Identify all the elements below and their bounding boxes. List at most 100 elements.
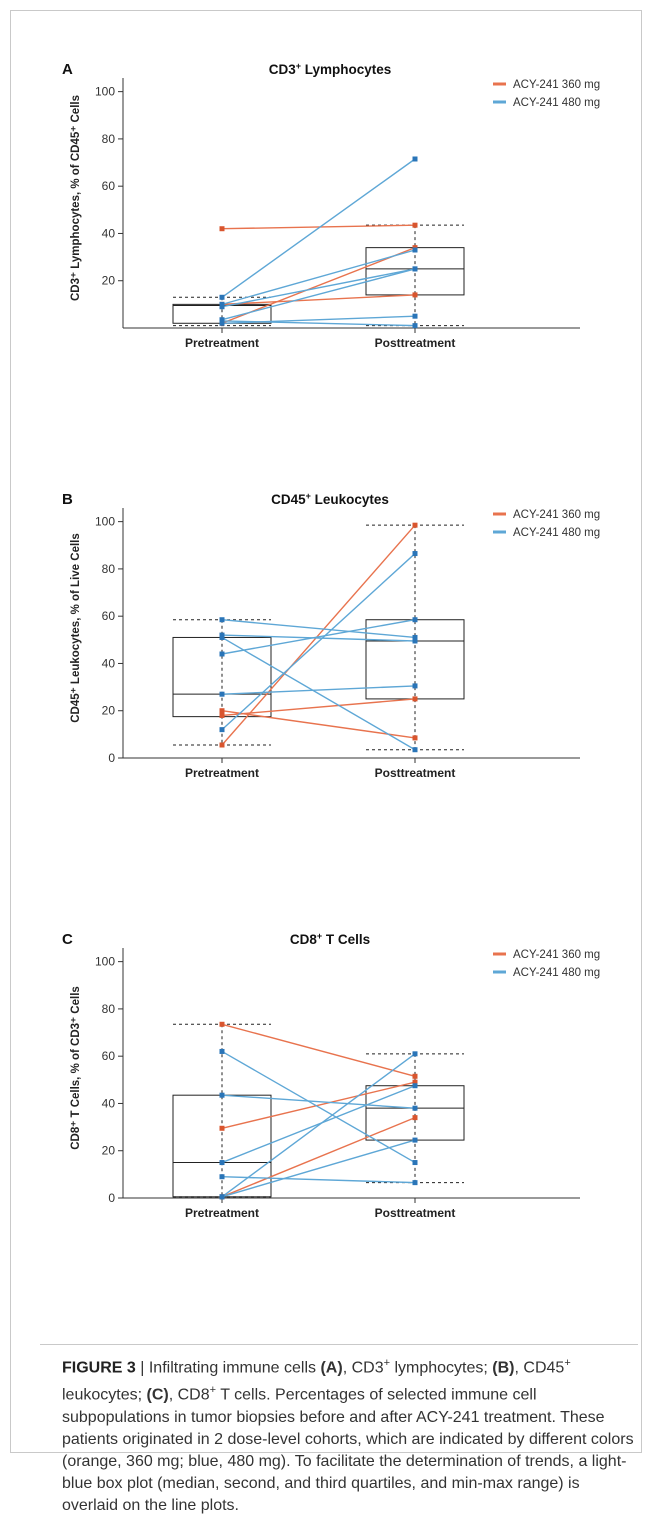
data-point-360 [219,226,225,232]
series-line-480 [221,553,416,731]
y-tick-label: 20 [102,1144,116,1158]
data-point-360 [219,1021,225,1027]
data-point-480 [219,304,225,310]
data-point-360 [219,712,225,718]
series-line-480 [221,1176,416,1184]
caption-text: , CD3 [342,1359,384,1377]
figure-frame [10,10,642,1453]
data-point-480 [219,1092,225,1098]
y-tick-label: 60 [102,1049,116,1063]
data-point-480 [412,156,418,162]
data-point-360 [219,742,225,748]
data-point-480 [412,1160,418,1166]
y-tick-label: 100 [95,515,115,529]
chart-title: CD45+ Leukocytes [271,491,389,507]
chart-title: CD8+ T Cells [290,931,370,947]
y-tick-label: 20 [102,274,116,288]
data-point-480 [219,318,225,324]
data-point-480 [219,691,225,697]
series-line-480 [221,268,416,321]
data-point-360 [412,292,418,298]
chart-title-rest: Lymphocytes [301,62,391,77]
y-tick-label: 40 [102,656,116,670]
series-line-480 [221,636,416,751]
series-line-480 [221,619,416,655]
legend-label: ACY-241 480 mg [513,967,600,979]
data-point-480 [219,294,225,300]
caption-superscript: + [383,1357,391,1369]
y-tick-label: 100 [95,85,115,99]
chart-title-main: CD3 [269,62,296,77]
caption-separator: | [135,1359,149,1377]
series-line-480 [221,1094,416,1109]
caption-divider [40,1344,638,1453]
panel-letter: B [62,491,73,508]
legend-label: ACY-241 360 mg [513,509,600,521]
legend: ACY-241 360 mg ACY-241 480 mg [493,509,600,539]
caption-superscript: + [564,1357,571,1369]
y-tick-label: 40 [102,1096,116,1110]
series-line-360 [221,1081,416,1129]
legend: ACY-241 360 mg ACY-241 480 mg [493,79,600,109]
data-point-360 [412,1073,418,1079]
series-line-360 [221,710,416,739]
legend-label: ACY-241 480 mg [513,97,600,109]
x-tick-label: Pretreatment [185,1206,259,1220]
data-point-480 [412,638,418,644]
panel-letter: A [62,61,73,78]
series-line-480 [221,1139,416,1198]
data-point-360 [412,735,418,741]
data-point-360 [219,1125,225,1131]
data-point-480 [219,1160,225,1166]
y-axis-label: CD3⁺ Lymphocytes, % of CD45⁺ Cells [70,95,82,301]
data-point-480 [412,323,418,329]
x-tick-label: Posttreatment [375,1206,456,1220]
data-point-480 [412,683,418,689]
data-point-360 [412,522,418,528]
y-tick-label: 100 [95,955,115,969]
series-line-360 [221,294,416,306]
data-point-480 [412,313,418,319]
caption-text: T cells. Percentages of selected immune … [62,1386,634,1514]
x-tick-label: Pretreatment [185,766,259,780]
data-point-480 [219,617,225,623]
data-point-360 [412,1115,418,1121]
data-point-480 [219,634,225,640]
series-line-360 [221,1023,416,1077]
legend-label: ACY-241 480 mg [513,527,600,539]
data-point-480 [219,1048,225,1054]
data-point-480 [219,727,225,733]
chart-title-sup: + [296,61,301,71]
caption-panel-ref: (B) [492,1359,515,1377]
data-point-360 [219,708,225,714]
series-line-480 [221,1053,416,1198]
data-point-480 [412,747,418,753]
data-point-480 [412,617,418,623]
y-tick-label: 20 [102,704,116,718]
data-point-480 [412,1083,418,1089]
series-line-480 [221,268,416,308]
data-point-480 [412,1137,418,1143]
y-tick-label: 60 [102,609,116,623]
series-line-480 [221,320,416,327]
chart-title: CD3+ Lymphocytes [269,61,392,77]
figure-caption: FIGURE 3 | Infiltrating immune cells (A)… [62,1352,634,1517]
y-tick-label: 0 [108,751,115,765]
data-point-480 [412,1180,418,1186]
caption-text: , CD45 [514,1359,565,1377]
chart-title-main: CD45 [271,492,306,507]
data-point-480 [412,551,418,557]
y-tick-label: 80 [102,562,116,576]
x-tick-label: Posttreatment [375,336,456,350]
series-line-360 [221,1116,416,1198]
caption-text: leukocytes; [62,1386,147,1404]
caption-text: Infiltrating immune cells [148,1359,321,1377]
series-line-480 [221,619,416,639]
chart-panel-b: B CD45+ Leukocytes 0 20 40 60 80 100 Pretreatmen… [62,491,600,780]
y-tick-label: 80 [102,1002,116,1016]
panel-letter: C [62,931,73,948]
y-tick-label: 40 [102,226,116,240]
chart-title-main: CD8 [290,932,317,947]
series-line-360 [221,224,416,230]
data-point-480 [412,1105,418,1111]
